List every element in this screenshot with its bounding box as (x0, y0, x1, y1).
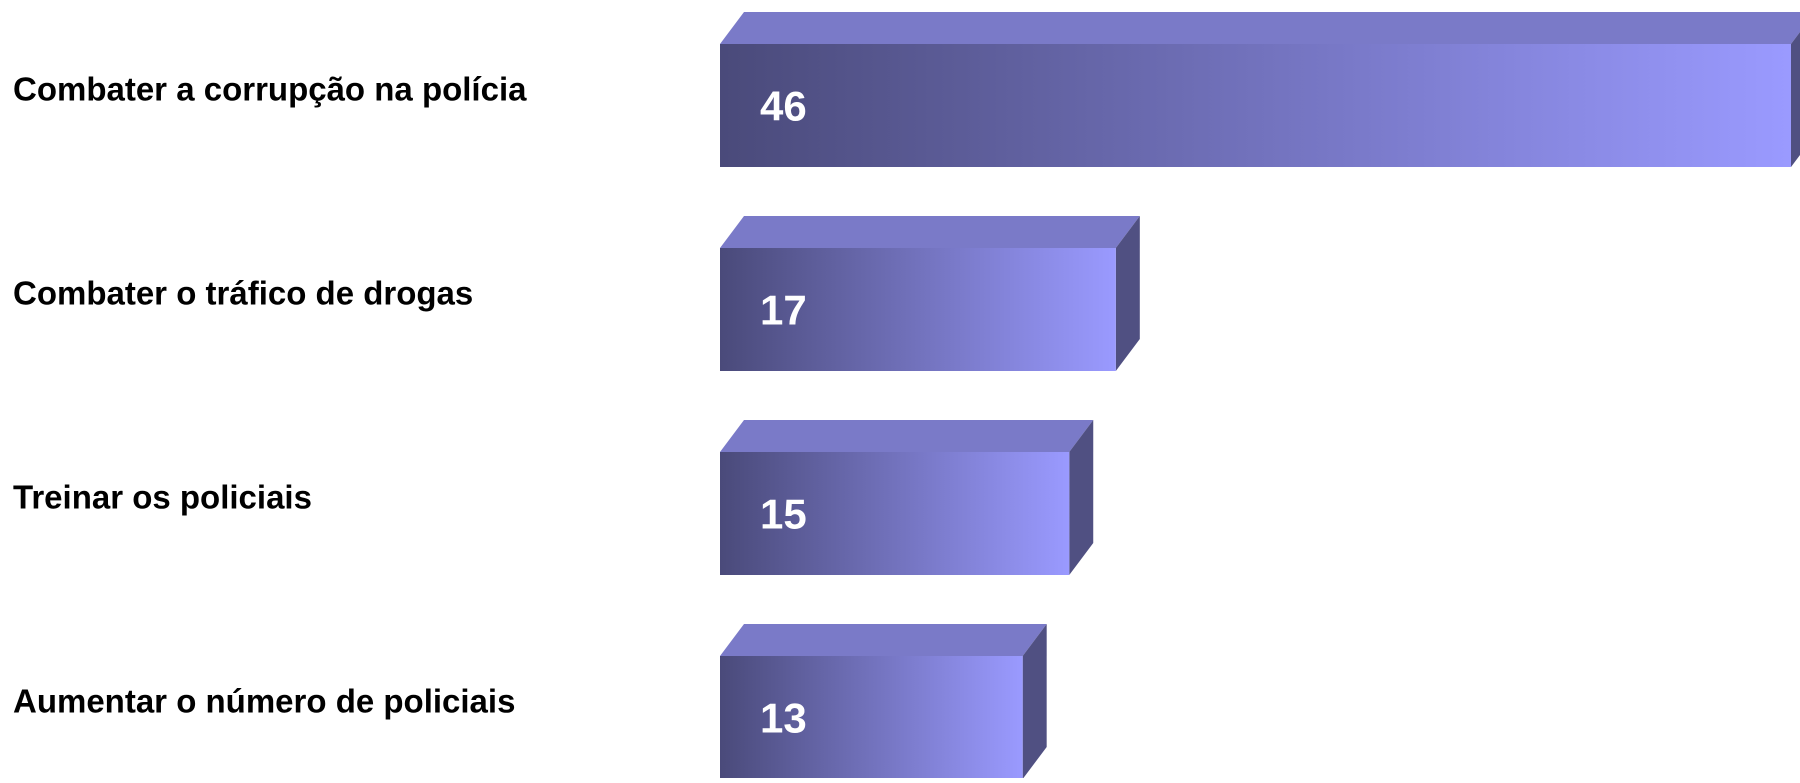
bar-top-face (720, 12, 1800, 44)
bar (720, 44, 1791, 167)
bar (720, 248, 1116, 371)
bar-top-face (720, 420, 1094, 452)
bar-side-face (1022, 624, 1047, 779)
bars-layer: 46 Combater a corrupção na polícia 17 Comba… (13, 12, 1800, 779)
bar-value-label: 46 (760, 83, 807, 130)
bar-side-face (1791, 32, 1800, 167)
bar-top-face (720, 624, 1047, 656)
category-label: Treinar os policiais (13, 479, 312, 516)
bar (720, 656, 1023, 779)
bar-value-label: 15 (760, 491, 807, 538)
bar-value-label: 17 (760, 287, 807, 334)
bar-value-label: 13 (760, 695, 807, 742)
bar-group: 17 Combater o tráfico de drogas (13, 216, 1140, 371)
bar-top-face (720, 216, 1140, 248)
bar-group: 13 Aumentar o número de policiais (13, 624, 1047, 779)
bar-group: 15 Treinar os policiais (13, 420, 1094, 575)
bar-group: 46 Combater a corrupção na polícia (13, 12, 1800, 167)
bar (720, 452, 1070, 575)
category-label: Combater o tráfico de drogas (13, 275, 473, 312)
category-label: Aumentar o número de policiais (13, 683, 515, 720)
category-label: Combater a corrupção na polícia (13, 71, 527, 108)
bar-side-face (1069, 420, 1094, 575)
bar-side-face (1115, 216, 1140, 371)
